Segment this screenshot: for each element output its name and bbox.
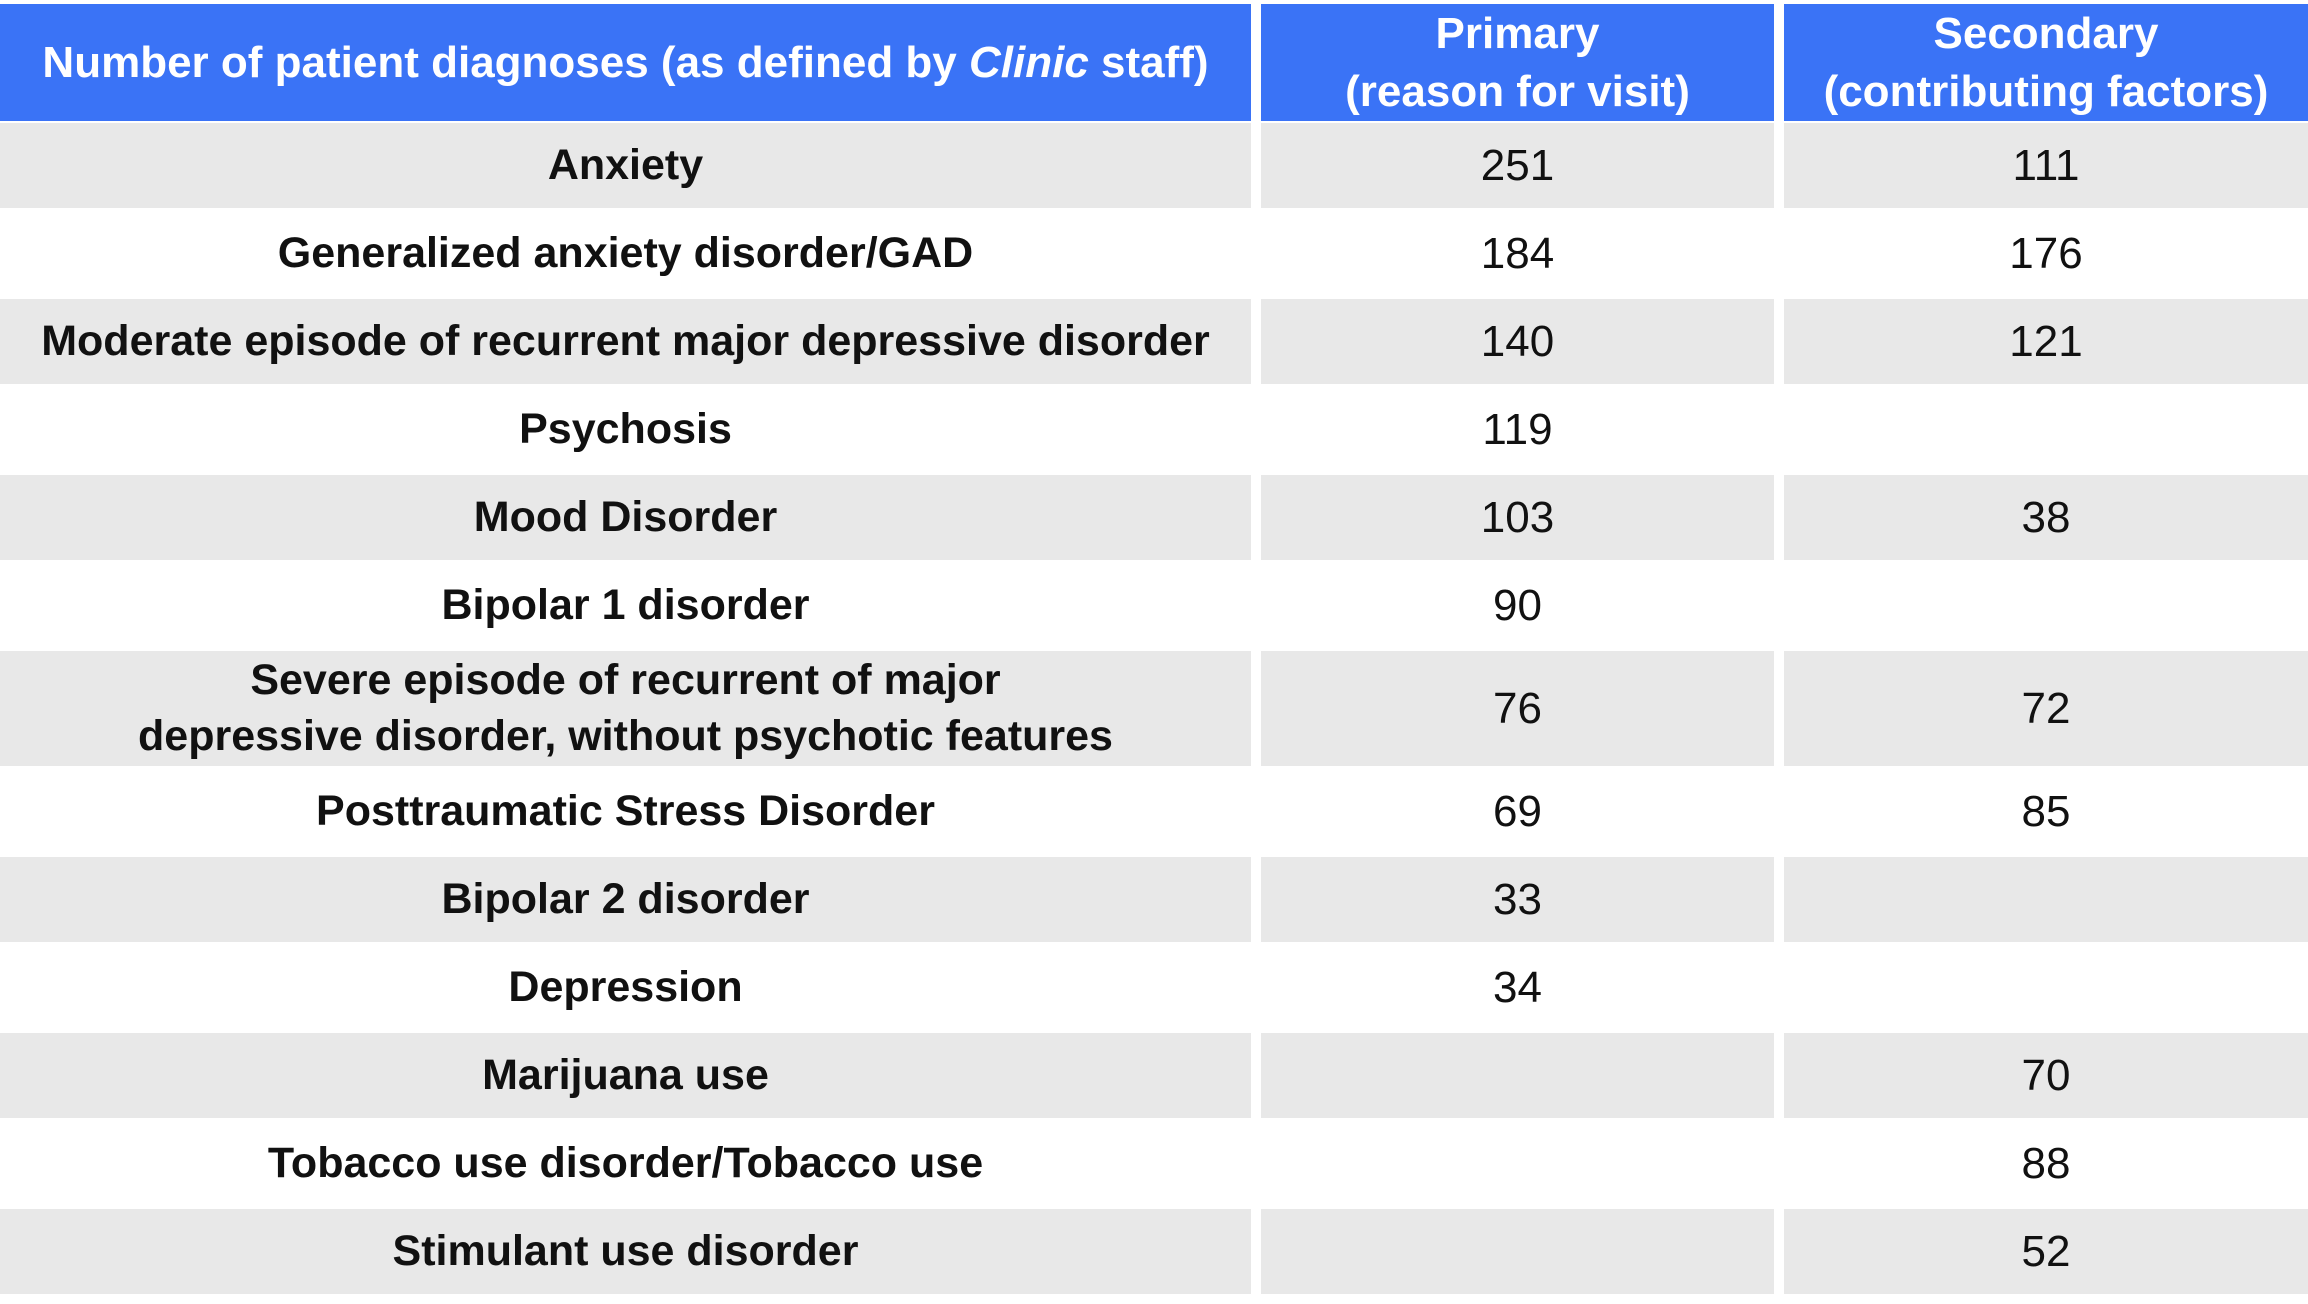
row-label-line: Generalized anxiety disorder/GAD	[277, 228, 974, 277]
secondary-count	[1784, 387, 2308, 472]
header-secondary-line-2: (contributing factors)	[1823, 66, 2269, 116]
secondary-count	[1784, 945, 2308, 1030]
secondary-count: 121	[1784, 299, 2308, 384]
primary-count-value: 103	[1480, 492, 1555, 542]
row-label: Moderate episode of recurrent major depr…	[0, 299, 1251, 384]
row-label: Generalized anxiety disorder/GAD	[0, 211, 1251, 296]
primary-count-value: 76	[1493, 683, 1542, 733]
row-label-line: depressive disorder, without psychotic f…	[138, 711, 1113, 760]
row-label-line: Marijuana use	[482, 1050, 769, 1099]
secondary-count: 38	[1784, 475, 2308, 560]
primary-count: 140	[1261, 299, 1774, 384]
row-label: Mood Disorder	[0, 475, 1251, 560]
primary-count: 184	[1261, 211, 1774, 296]
row-label-line: Severe episode of recurrent of major	[250, 655, 1001, 704]
primary-count-value: 33	[1493, 874, 1542, 924]
secondary-count	[1784, 857, 2308, 942]
primary-count: 251	[1261, 123, 1774, 208]
secondary-count: 176	[1784, 211, 2308, 296]
primary-count-value: 251	[1480, 140, 1555, 190]
primary-count-value: 184	[1480, 228, 1555, 278]
secondary-count: 111	[1784, 123, 2308, 208]
primary-count-value: 90	[1493, 580, 1542, 630]
row-label-line: Bipolar 1 disorder	[441, 580, 810, 629]
secondary-count-value: 111	[2012, 140, 2080, 190]
secondary-count: 72	[1784, 651, 2308, 766]
secondary-count: 85	[1784, 769, 2308, 854]
header-primary-line-1: Primary	[1435, 9, 1600, 59]
primary-count: 103	[1261, 475, 1774, 560]
row-label: Marijuana use	[0, 1033, 1251, 1118]
primary-count: 76	[1261, 651, 1774, 766]
secondary-count	[1784, 563, 2308, 648]
row-label-line: Moderate episode of recurrent major depr…	[41, 316, 1210, 365]
primary-count-value: 140	[1480, 316, 1555, 366]
header-secondary-line-1: Secondary	[1933, 9, 2159, 59]
secondary-count: 52	[1784, 1209, 2308, 1294]
primary-count-value: 119	[1482, 404, 1553, 454]
secondary-count-value: 121	[2009, 316, 2083, 366]
row-label: Tobacco use disorder/Tobacco use	[0, 1121, 1251, 1206]
secondary-count-value: 85	[2021, 786, 2071, 836]
row-label-line: Anxiety	[547, 140, 704, 189]
header-primary: Primary (reason for visit)	[1261, 4, 1774, 121]
row-label: Depression	[0, 945, 1251, 1030]
primary-count	[1261, 1121, 1774, 1206]
primary-count: 34	[1261, 945, 1774, 1030]
row-label: Psychosis	[0, 387, 1251, 472]
row-label-line: Bipolar 2 disorder	[441, 874, 810, 923]
primary-count	[1261, 1209, 1774, 1294]
secondary-count: 88	[1784, 1121, 2308, 1206]
header-secondary: Secondary (contributing factors)	[1784, 4, 2308, 121]
secondary-count: 70	[1784, 1033, 2308, 1118]
row-label: Severe episode of recurrent of major depr…	[0, 651, 1251, 766]
secondary-count-value: 176	[2009, 228, 2083, 278]
primary-count: 69	[1261, 769, 1774, 854]
header-diagnosis: Number of patient diagnoses (as defined …	[0, 4, 1251, 121]
primary-count: 33	[1261, 857, 1774, 942]
row-label-line: Psychosis	[519, 404, 732, 453]
row-label-line: Mood Disorder	[473, 492, 778, 541]
row-label-line: Stimulant use disorder	[392, 1226, 859, 1275]
row-label-line: Posttraumatic Stress Disorder	[316, 786, 935, 835]
row-label: Bipolar 2 disorder	[0, 857, 1251, 942]
row-label: Bipolar 1 disorder	[0, 563, 1251, 648]
secondary-count-value: 52	[2021, 1226, 2071, 1276]
row-label-line: Depression	[508, 962, 743, 1011]
row-label: Anxiety	[0, 123, 1251, 208]
row-label: Posttraumatic Stress Disorder	[0, 769, 1251, 854]
row-label: Stimulant use disorder	[0, 1209, 1251, 1294]
primary-count-value: 34	[1493, 962, 1542, 1012]
row-label-line: Tobacco use disorder/Tobacco use	[267, 1138, 984, 1187]
secondary-count-value: 38	[2021, 492, 2071, 542]
primary-count: 119	[1261, 387, 1774, 472]
primary-count: 90	[1261, 563, 1774, 648]
primary-count	[1261, 1033, 1774, 1118]
secondary-count-value: 70	[2021, 1050, 2071, 1100]
header-primary-line-2: (reason for visit)	[1345, 66, 1690, 116]
primary-count-value: 69	[1493, 786, 1542, 836]
secondary-count-value: 72	[2021, 683, 2071, 733]
header-diagnosis-text: Number of patient diagnoses (as defined …	[42, 37, 1209, 87]
secondary-count-value: 88	[2021, 1138, 2071, 1188]
